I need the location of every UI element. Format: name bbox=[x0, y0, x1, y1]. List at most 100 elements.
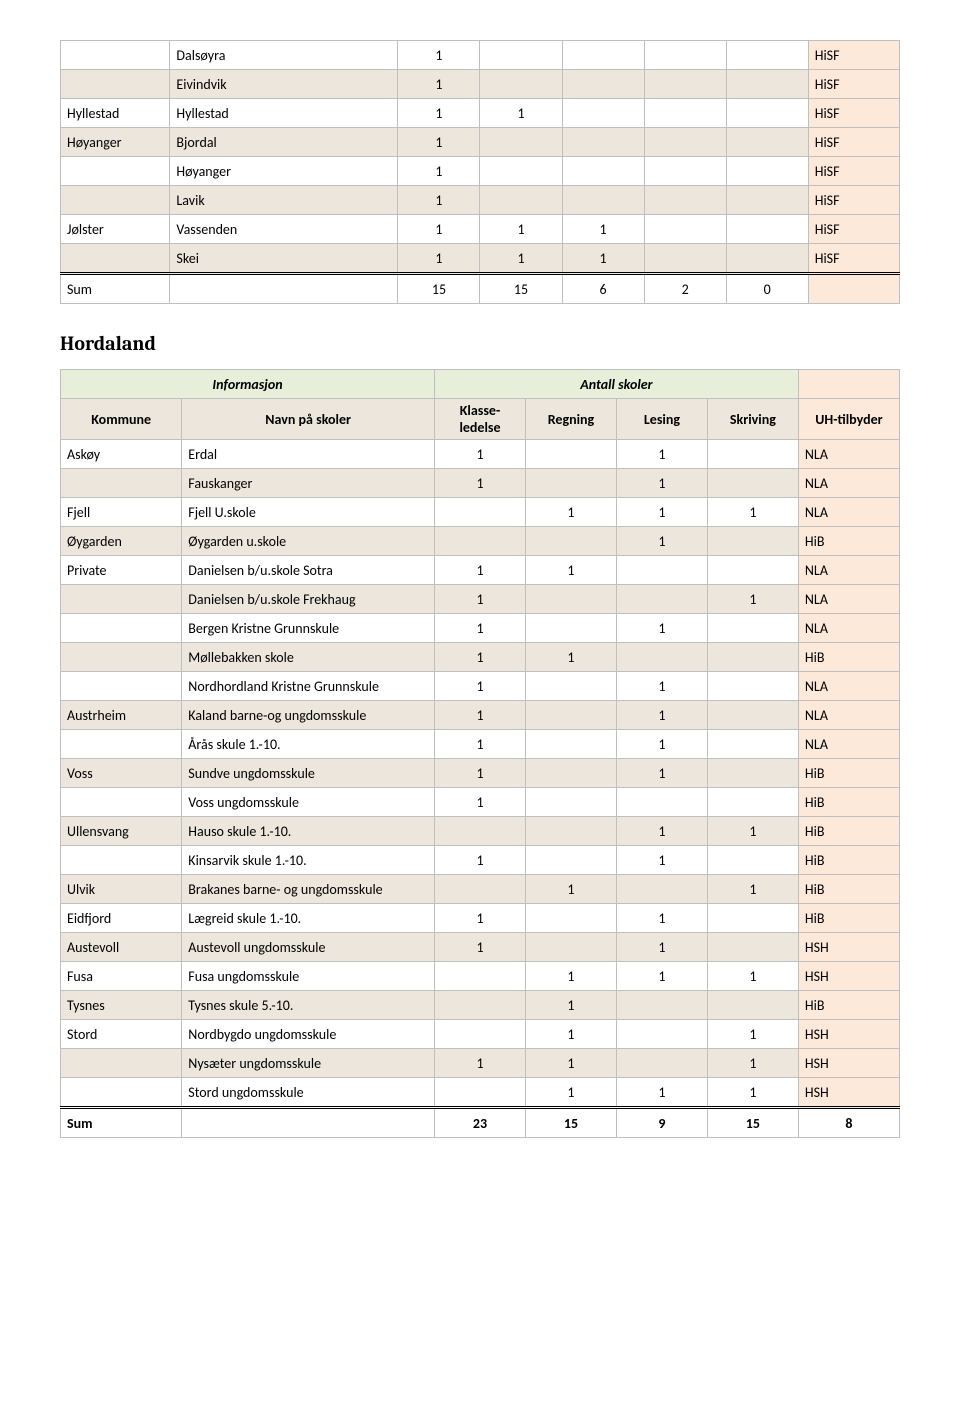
cell-navn: Erdal bbox=[182, 440, 435, 469]
hdr-navn: Navn på skoler bbox=[182, 399, 435, 440]
cell-value: 1 bbox=[562, 215, 644, 244]
heading-hordaland: Hordaland bbox=[60, 332, 900, 355]
cell-value bbox=[707, 672, 798, 701]
table-row: ØygardenØygarden u.skole1HiB bbox=[61, 527, 900, 556]
cell-value: 1 bbox=[707, 1049, 798, 1078]
table-row: Fauskanger11NLA bbox=[61, 469, 900, 498]
cell-kommune bbox=[61, 672, 182, 701]
cell-uh: HSH bbox=[798, 962, 899, 991]
cell-empty bbox=[808, 274, 899, 304]
sum-value: 2 bbox=[644, 274, 726, 304]
cell-navn: Lægreid skule 1.-10. bbox=[182, 904, 435, 933]
cell-navn: Årås skule 1.-10. bbox=[182, 730, 435, 759]
table-row: HøyangerBjordal1HiSF bbox=[61, 128, 900, 157]
cell-kommune: Hyllestad bbox=[61, 99, 170, 128]
cell-value: 1 bbox=[480, 244, 562, 274]
cell-value bbox=[562, 70, 644, 99]
cell-value: 1 bbox=[616, 846, 707, 875]
cell-navn: Nordbygdo ungdomsskule bbox=[182, 1020, 435, 1049]
sum-value: 15 bbox=[525, 1108, 616, 1138]
cell-navn: Voss ungdomsskule bbox=[182, 788, 435, 817]
cell-kommune: Stord bbox=[61, 1020, 182, 1049]
cell-navn: Sundve ungdomsskule bbox=[182, 759, 435, 788]
cell-navn: Stord ungdomsskule bbox=[182, 1078, 435, 1108]
cell-uh: NLA bbox=[798, 469, 899, 498]
cell-uh: NLA bbox=[798, 672, 899, 701]
cell-value bbox=[707, 469, 798, 498]
cell-kommune bbox=[61, 585, 182, 614]
cell-value bbox=[616, 1020, 707, 1049]
cell-value bbox=[616, 875, 707, 904]
sum-value: 15 bbox=[480, 274, 562, 304]
cell-value bbox=[616, 1049, 707, 1078]
cell-value bbox=[435, 527, 526, 556]
cell-value: 1 bbox=[525, 991, 616, 1020]
cell-value: 1 bbox=[707, 1078, 798, 1108]
table-row: TysnesTysnes skule 5.-10.1HiB bbox=[61, 991, 900, 1020]
cell-value: 1 bbox=[435, 469, 526, 498]
cell-navn: Austevoll ungdomsskule bbox=[182, 933, 435, 962]
table-row: Stord ungdomsskule111HSH bbox=[61, 1078, 900, 1108]
table-row: HyllestadHyllestad11HiSF bbox=[61, 99, 900, 128]
cell-kommune bbox=[61, 1078, 182, 1108]
cell-value bbox=[435, 817, 526, 846]
cell-uh: HSH bbox=[798, 1020, 899, 1049]
cell-uh: NLA bbox=[798, 556, 899, 585]
cell-navn: Fauskanger bbox=[182, 469, 435, 498]
cell-uh: NLA bbox=[798, 614, 899, 643]
table-row: VossSundve ungdomsskule11HiB bbox=[61, 759, 900, 788]
cell-uh: NLA bbox=[798, 498, 899, 527]
cell-empty bbox=[182, 1108, 435, 1138]
cell-kommune bbox=[61, 469, 182, 498]
hdr-blank bbox=[798, 370, 899, 399]
cell-value: 1 bbox=[707, 498, 798, 527]
cell-value: 1 bbox=[616, 701, 707, 730]
table-row: JølsterVassenden111HiSF bbox=[61, 215, 900, 244]
cell-value: 1 bbox=[616, 440, 707, 469]
cell-value: 1 bbox=[435, 556, 526, 585]
cell-value: 1 bbox=[616, 904, 707, 933]
sum-row: Sum23159158 bbox=[61, 1108, 900, 1138]
cell-value bbox=[726, 186, 808, 215]
table-row: UlvikBrakanes barne- og ungdomsskule11Hi… bbox=[61, 875, 900, 904]
cell-value: 1 bbox=[616, 759, 707, 788]
cell-value bbox=[644, 215, 726, 244]
cell-value bbox=[644, 186, 726, 215]
cell-navn: Eivindvik bbox=[170, 70, 398, 99]
cell-kommune bbox=[61, 186, 170, 215]
cell-kommune: Austevoll bbox=[61, 933, 182, 962]
table-row: AustrheimKaland barne-og ungdomsskule11N… bbox=[61, 701, 900, 730]
cell-value bbox=[525, 469, 616, 498]
cell-value: 1 bbox=[398, 128, 480, 157]
cell-navn: Hyllestad bbox=[170, 99, 398, 128]
cell-value bbox=[707, 788, 798, 817]
cell-value bbox=[644, 157, 726, 186]
cell-value: 1 bbox=[616, 527, 707, 556]
cell-value bbox=[435, 1078, 526, 1108]
cell-navn: Møllebakken skole bbox=[182, 643, 435, 672]
cell-value: 1 bbox=[707, 585, 798, 614]
cell-value bbox=[726, 41, 808, 70]
cell-kommune: Høyanger bbox=[61, 128, 170, 157]
cell-value: 1 bbox=[435, 788, 526, 817]
cell-navn: Bjordal bbox=[170, 128, 398, 157]
table-row: AustevollAustevoll ungdomsskule11HSH bbox=[61, 933, 900, 962]
cell-value bbox=[525, 730, 616, 759]
cell-kommune bbox=[61, 70, 170, 99]
cell-value: 1 bbox=[525, 643, 616, 672]
cell-value bbox=[726, 70, 808, 99]
cell-uh: HiSF bbox=[808, 99, 899, 128]
cell-navn: Danielsen b/u.skole Sotra bbox=[182, 556, 435, 585]
table-row: PrivateDanielsen b/u.skole Sotra11NLA bbox=[61, 556, 900, 585]
cell-value: 1 bbox=[398, 186, 480, 215]
cell-value: 1 bbox=[435, 933, 526, 962]
cell-uh: HiB bbox=[798, 788, 899, 817]
cell-uh: HiB bbox=[798, 759, 899, 788]
table-row: FusaFusa ungdomsskule111HSH bbox=[61, 962, 900, 991]
cell-value: 1 bbox=[435, 701, 526, 730]
cell-value bbox=[707, 759, 798, 788]
cell-value bbox=[707, 991, 798, 1020]
cell-value: 1 bbox=[525, 1078, 616, 1108]
cell-value bbox=[480, 157, 562, 186]
cell-value bbox=[525, 585, 616, 614]
